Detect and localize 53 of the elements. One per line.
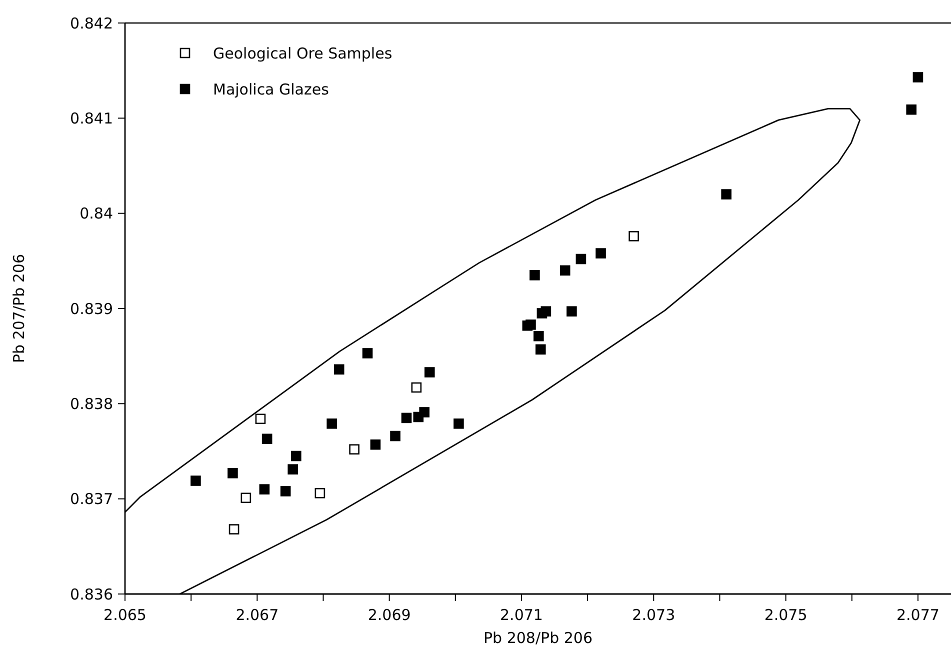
point bbox=[906, 104, 916, 115]
x-tick-label: 2.071 bbox=[500, 606, 543, 624]
point bbox=[288, 464, 298, 474]
point bbox=[419, 407, 430, 418]
point bbox=[596, 248, 606, 258]
point bbox=[576, 254, 586, 264]
point bbox=[411, 382, 422, 393]
point bbox=[326, 418, 337, 429]
point bbox=[534, 330, 544, 342]
y-tick-label: 0.842 bbox=[70, 14, 113, 32]
point bbox=[535, 344, 546, 355]
point bbox=[240, 492, 252, 504]
y-tick-label: 0.841 bbox=[70, 109, 113, 128]
point bbox=[560, 265, 570, 276]
point bbox=[362, 348, 373, 358]
point bbox=[370, 439, 381, 450]
x-tick-label: 2.073 bbox=[632, 606, 676, 624]
point bbox=[290, 450, 302, 462]
point bbox=[526, 320, 536, 330]
point bbox=[280, 486, 291, 496]
y-tick-label: 0.836 bbox=[70, 585, 113, 604]
point bbox=[190, 476, 201, 486]
point bbox=[255, 414, 266, 424]
point bbox=[228, 468, 238, 478]
x-tick-label: 2.065 bbox=[104, 606, 146, 624]
point bbox=[721, 189, 732, 200]
point bbox=[390, 430, 400, 442]
legend-label: Geological Ore Samples bbox=[213, 44, 392, 62]
point bbox=[566, 306, 577, 317]
y-axis-title: Pb 207/Pb 206 bbox=[10, 254, 28, 363]
x-tick-label: 2.075 bbox=[764, 606, 808, 624]
point bbox=[262, 434, 272, 444]
x-tick-label: 2.069 bbox=[368, 606, 411, 624]
point bbox=[540, 306, 552, 317]
point bbox=[912, 72, 924, 82]
point bbox=[334, 364, 344, 375]
point bbox=[424, 367, 435, 378]
y-tick-label: 0.838 bbox=[70, 394, 113, 413]
y-tick-label: 0.84 bbox=[80, 204, 113, 223]
y-tick-label: 0.839 bbox=[70, 300, 113, 318]
point bbox=[530, 270, 540, 280]
x-tick-label: 2.077 bbox=[896, 606, 940, 624]
point bbox=[349, 444, 360, 454]
y-tick-label: 0.837 bbox=[70, 490, 113, 508]
point bbox=[628, 231, 639, 242]
point bbox=[259, 484, 270, 494]
x-axis-title: Pb 208/Pb 206 bbox=[484, 629, 592, 647]
point bbox=[228, 524, 240, 534]
point bbox=[401, 412, 412, 424]
x-tick-label: 2.067 bbox=[236, 606, 279, 624]
legend-label: Majolica Glazes bbox=[213, 80, 330, 98]
point bbox=[454, 418, 464, 429]
point bbox=[314, 488, 326, 498]
